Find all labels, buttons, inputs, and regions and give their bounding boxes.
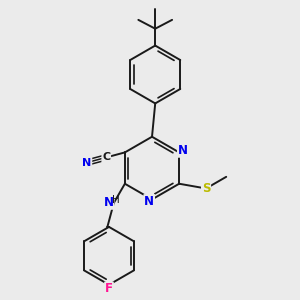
Text: S: S xyxy=(202,182,210,195)
Text: H: H xyxy=(112,196,120,206)
Text: N: N xyxy=(178,144,188,157)
Text: N: N xyxy=(82,158,92,168)
Text: C: C xyxy=(102,152,110,162)
Text: N: N xyxy=(144,195,154,208)
Text: N: N xyxy=(103,196,114,209)
Text: F: F xyxy=(105,282,113,295)
